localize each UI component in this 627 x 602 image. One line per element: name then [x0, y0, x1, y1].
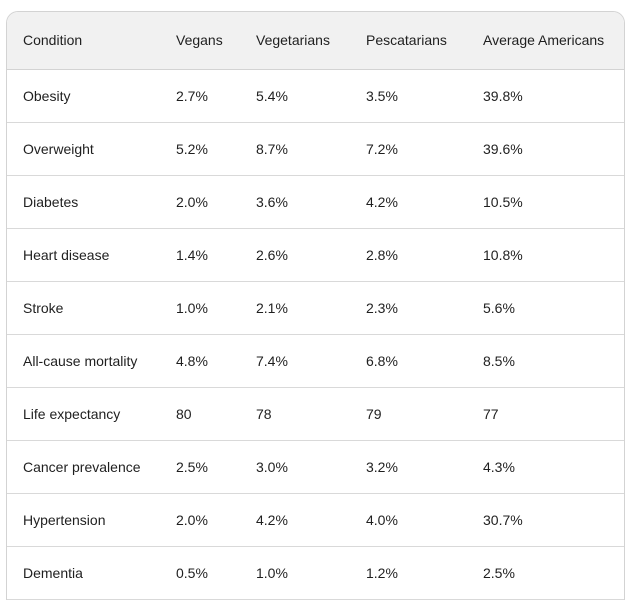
table-body: Obesity 2.7% 5.4% 3.5% 39.8% Overweight 5.2% 8.…: [7, 69, 624, 600]
table-row: Overweight 5.2% 8.7% 7.2% 39.6%: [7, 122, 624, 176]
table-cell-pescatarians: 4.2%: [350, 175, 467, 229]
table-cell-condition: Heart disease: [7, 228, 160, 282]
table-cell-average-americans: 30.7%: [467, 493, 624, 547]
table-cell-vegans: 2.7%: [160, 69, 240, 123]
header-cell-pescatarians: Pescatarians: [350, 12, 467, 70]
table-cell-pescatarians: 4.0%: [350, 493, 467, 547]
table-cell-vegetarians: 7.4%: [240, 334, 350, 388]
table-cell-pescatarians: 1.2%: [350, 546, 467, 600]
table-cell-average-americans: 10.5%: [467, 175, 624, 229]
table-cell-average-americans: 2.5%: [467, 546, 624, 600]
table-row: Life expectancy 80 78 79 77: [7, 387, 624, 441]
table-cell-vegans: 1.0%: [160, 281, 240, 335]
table-cell-vegans: 2.5%: [160, 440, 240, 494]
table-cell-condition: Hypertension: [7, 493, 160, 547]
table-cell-vegans: 5.2%: [160, 122, 240, 176]
table-cell-average-americans: 4.3%: [467, 440, 624, 494]
header-cell-vegans: Vegans: [160, 12, 240, 70]
table-cell-condition: All-cause mortality: [7, 334, 160, 388]
table-cell-vegans: 2.0%: [160, 175, 240, 229]
table-row: Diabetes 2.0% 3.6% 4.2% 10.5%: [7, 175, 624, 229]
table-cell-average-americans: 77: [467, 387, 624, 441]
table-cell-pescatarians: 2.8%: [350, 228, 467, 282]
table-cell-vegans: 4.8%: [160, 334, 240, 388]
table-cell-vegetarians: 3.6%: [240, 175, 350, 229]
table-cell-pescatarians: 6.8%: [350, 334, 467, 388]
table-cell-pescatarians: 3.2%: [350, 440, 467, 494]
table-cell-vegetarians: 8.7%: [240, 122, 350, 176]
table-cell-vegans: 0.5%: [160, 546, 240, 600]
table-cell-pescatarians: 2.3%: [350, 281, 467, 335]
table-cell-average-americans: 5.6%: [467, 281, 624, 335]
table-cell-average-americans: 39.8%: [467, 69, 624, 123]
table-header: Condition Vegans Vegetarians Pescatarian…: [7, 12, 624, 70]
table-row: Heart disease 1.4% 2.6% 2.8% 10.8%: [7, 228, 624, 282]
health-outcomes-table: Condition Vegans Vegetarians Pescatarian…: [7, 12, 624, 600]
table-cell-average-americans: 8.5%: [467, 334, 624, 388]
table-row: Dementia 0.5% 1.0% 1.2% 2.5%: [7, 546, 624, 600]
table-cell-average-americans: 10.8%: [467, 228, 624, 282]
table-cell-pescatarians: 79: [350, 387, 467, 441]
header-cell-average-americans: Average Americans: [467, 12, 624, 70]
table-cell-vegans: 80: [160, 387, 240, 441]
table-cell-vegetarians: 4.2%: [240, 493, 350, 547]
table-cell-pescatarians: 3.5%: [350, 69, 467, 123]
table-row: Obesity 2.7% 5.4% 3.5% 39.8%: [7, 69, 624, 123]
header-cell-vegetarians: Vegetarians: [240, 12, 350, 70]
table-cell-condition: Diabetes: [7, 175, 160, 229]
table-row: Hypertension 2.0% 4.2% 4.0% 30.7%: [7, 493, 624, 547]
table-row: All-cause mortality 4.8% 7.4% 6.8% 8.5%: [7, 334, 624, 388]
table-cell-vegetarians: 1.0%: [240, 546, 350, 600]
table-cell-vegetarians: 2.1%: [240, 281, 350, 335]
table-cell-condition: Life expectancy: [7, 387, 160, 441]
table-cell-vegans: 2.0%: [160, 493, 240, 547]
table-cell-condition: Cancer prevalence: [7, 440, 160, 494]
table-cell-condition: Obesity: [7, 69, 160, 123]
table-row: Stroke 1.0% 2.1% 2.3% 5.6%: [7, 281, 624, 335]
table-cell-vegetarians: 3.0%: [240, 440, 350, 494]
table-row: Cancer prevalence 2.5% 3.0% 3.2% 4.3%: [7, 440, 624, 494]
table-cell-pescatarians: 7.2%: [350, 122, 467, 176]
table-cell-vegetarians: 2.6%: [240, 228, 350, 282]
table-cell-condition: Overweight: [7, 122, 160, 176]
header-row: Condition Vegans Vegetarians Pescatarian…: [7, 12, 624, 70]
header-cell-condition: Condition: [7, 12, 160, 70]
table-cell-vegetarians: 78: [240, 387, 350, 441]
table-cell-condition: Dementia: [7, 546, 160, 600]
table-cell-vegetarians: 5.4%: [240, 69, 350, 123]
table-cell-condition: Stroke: [7, 281, 160, 335]
table-cell-vegans: 1.4%: [160, 228, 240, 282]
table-cell-average-americans: 39.6%: [467, 122, 624, 176]
data-table-container: Condition Vegans Vegetarians Pescatarian…: [6, 11, 625, 600]
